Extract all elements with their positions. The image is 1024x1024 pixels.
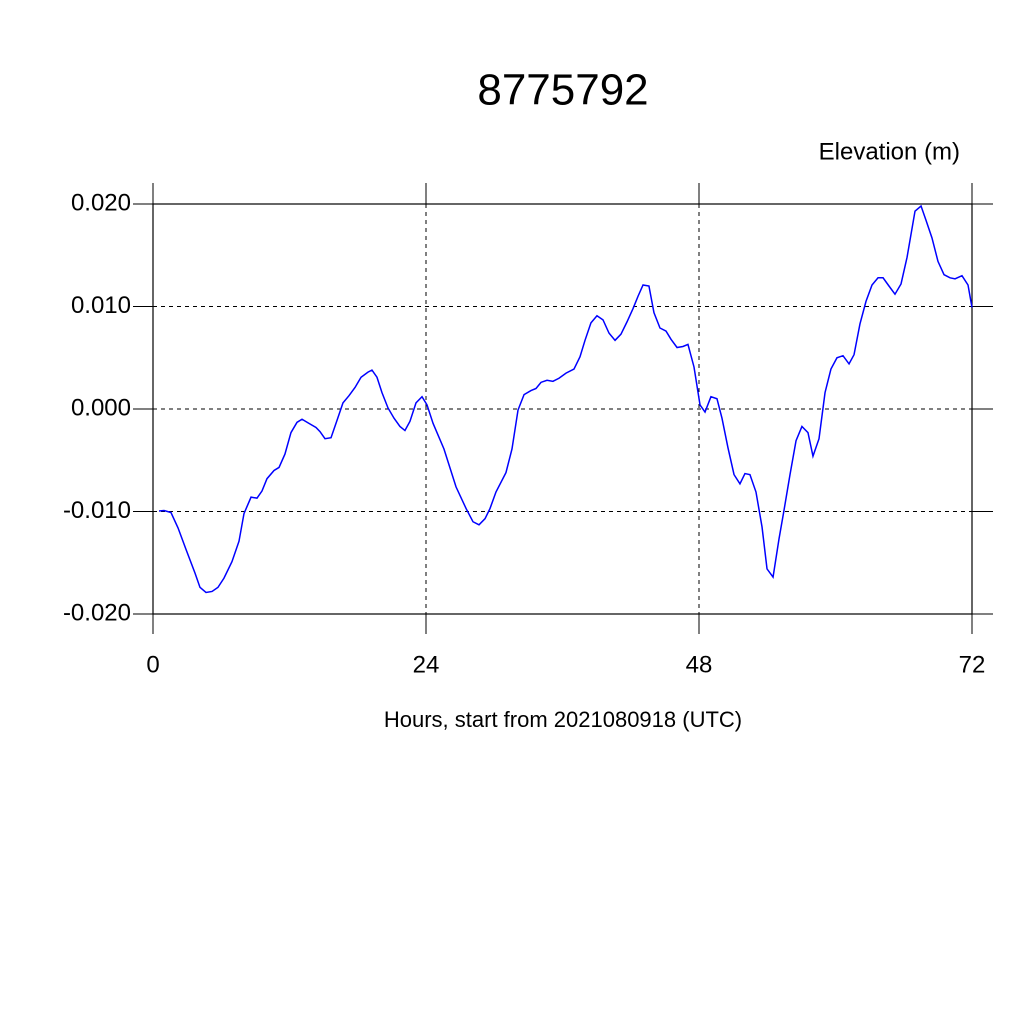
y-tick-label: -0.020 xyxy=(63,599,131,626)
data-line xyxy=(158,204,973,594)
x-tick-label: 72 xyxy=(959,651,986,678)
y-tick-label: 0.020 xyxy=(71,189,131,216)
y-tick-label: -0.010 xyxy=(63,497,131,524)
x-tick-label: 48 xyxy=(686,651,713,678)
x-axis-label: Hours, start from 2021080918 (UTC) xyxy=(384,707,742,732)
chart-title: 8775792 xyxy=(477,66,648,115)
plot-frame xyxy=(152,203,973,615)
y-axis-label: Elevation (m) xyxy=(819,138,960,165)
y-tick-label: 0.010 xyxy=(71,292,131,319)
x-tick-label: 24 xyxy=(413,651,440,678)
y-tick-label: 0.000 xyxy=(71,394,131,421)
x-tick-label: 0 xyxy=(146,651,159,678)
